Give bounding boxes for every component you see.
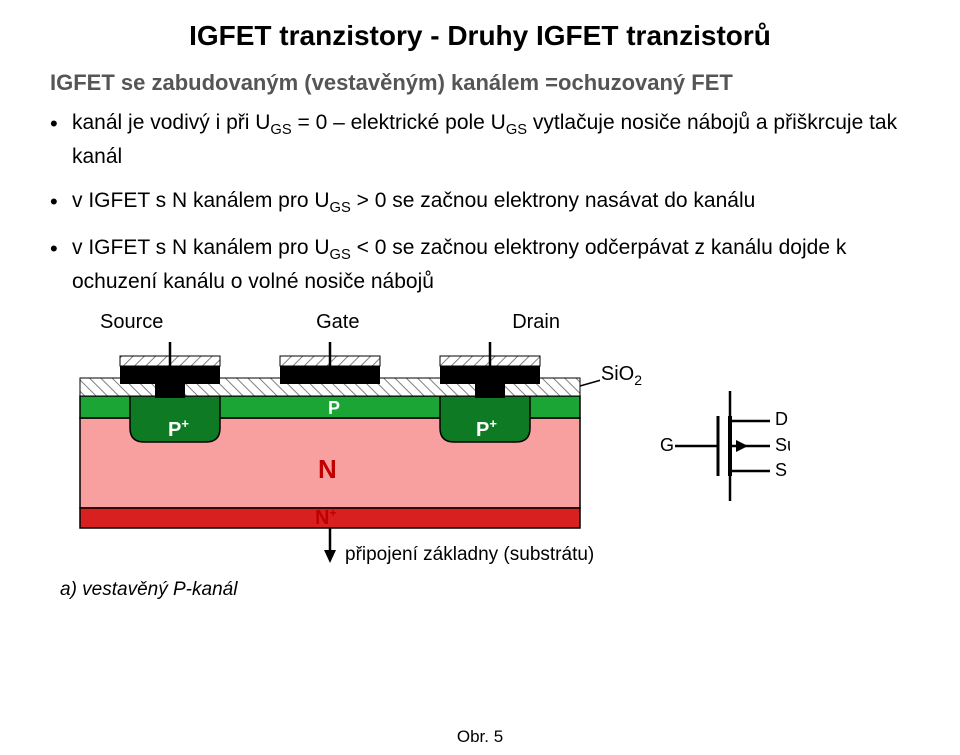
- svg-text:S: S: [775, 460, 787, 480]
- symbol-diagram: D G Su S: [630, 381, 790, 516]
- page-title: IGFET tranzistory - Druhy IGFET tranzist…: [50, 20, 910, 52]
- svg-text:D: D: [775, 409, 788, 429]
- bullet-2: v IGFET s N kanálem pro UGS > 0 se začno…: [50, 186, 910, 220]
- cross-section-diagram: Source Gate Drain SiO2: [60, 311, 600, 601]
- cross-section-svg: P+ P P+ N N+ připojení základny (substrá…: [60, 338, 600, 568]
- svg-text:Su: Su: [775, 435, 790, 455]
- bullet-1: kanál je vodivý i při UGS = 0 – elektric…: [50, 108, 910, 172]
- source-label: Source: [100, 311, 163, 334]
- svg-text:P: P: [328, 398, 340, 418]
- drain-label: Drain: [512, 311, 560, 334]
- sio2-label: SiO2: [601, 363, 642, 388]
- gate-label: Gate: [316, 311, 359, 334]
- svg-text:připojení základny (substrátu): připojení základny (substrátu): [345, 544, 594, 565]
- figure-area: Source Gate Drain SiO2: [60, 311, 910, 601]
- caption-a: a) vestavěný P-kanál: [60, 579, 600, 601]
- svg-text:N: N: [318, 454, 337, 484]
- figure-number: Obr. 5: [0, 727, 960, 747]
- svg-text:G: G: [660, 435, 674, 455]
- bullet-list: kanál je vodivý i při UGS = 0 – elektric…: [50, 108, 910, 297]
- subtitle: IGFET se zabudovaným (vestavěným) kanále…: [50, 70, 910, 96]
- bullet-3: v IGFET s N kanálem pro UGS < 0 se začno…: [50, 233, 910, 297]
